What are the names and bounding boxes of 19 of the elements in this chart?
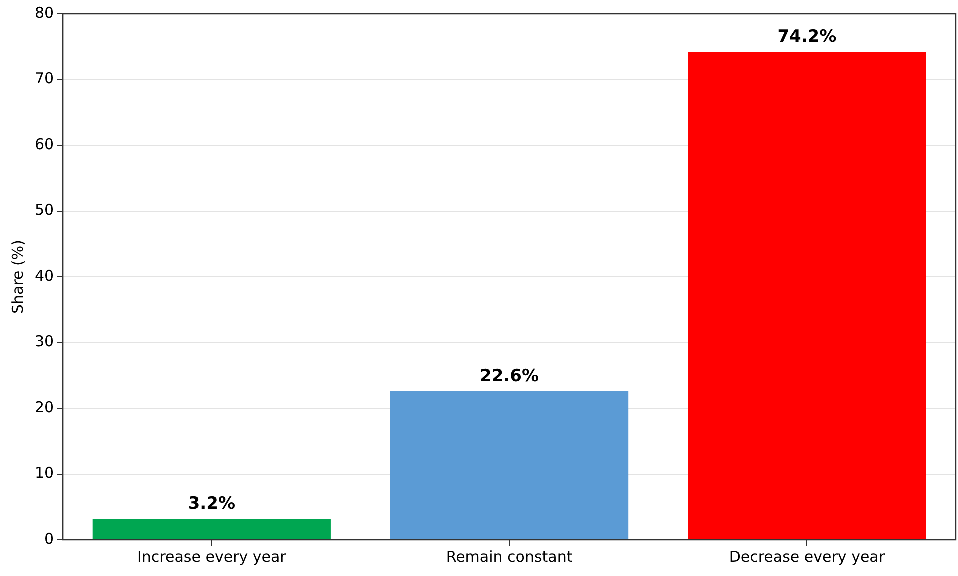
y-tick-label: 70 [34, 70, 54, 88]
y-tick-label: 30 [34, 332, 54, 351]
bar [688, 52, 926, 540]
bar [390, 391, 629, 540]
y-tick-label: 20 [34, 398, 54, 416]
data-label: 3.2% [188, 494, 236, 514]
data-label: 74.2% [778, 27, 837, 48]
bar [92, 518, 331, 540]
y-tick-label: 80 [34, 4, 54, 22]
y-tick-label: 60 [34, 135, 54, 154]
y-tick-label: 50 [34, 201, 54, 220]
x-tick-label: Remain constant [446, 548, 573, 566]
y-tick-label: 40 [34, 266, 54, 285]
y-tick-label: 10 [34, 464, 54, 482]
x-tick-label: Increase every year [137, 548, 288, 566]
y-axis-title: Share (%) [8, 240, 27, 314]
y-tick-label: 0 [44, 530, 54, 548]
x-tick-label: Decrease every year [729, 548, 886, 566]
data-label: 22.6% [480, 366, 540, 386]
